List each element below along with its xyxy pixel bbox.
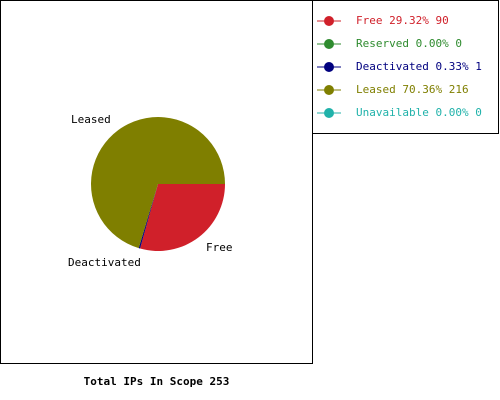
- pie-slice-free: [140, 184, 225, 251]
- pie-plot-area: Free Deactivated Leased: [0, 0, 313, 364]
- chart-legend: Free 29.32% 90 Reserved 0.00% 0 Deactivate…: [312, 0, 499, 134]
- legend-marker-icon: [317, 16, 341, 26]
- legend-label: Leased 70.36% 216: [356, 83, 469, 96]
- legend-item-unavailable: Unavailable 0.00% 0: [313, 103, 498, 123]
- chart-title: Total IPs In Scope 253: [83, 375, 230, 388]
- pie-label-free: Free: [206, 241, 233, 254]
- pie-label-deactivated: Deactivated: [68, 256, 141, 269]
- pie-chart: Free Deactivated Leased: [68, 113, 233, 269]
- legend-label: Deactivated 0.33% 1: [356, 60, 482, 73]
- legend-label: Unavailable 0.00% 0: [356, 106, 482, 119]
- legend-marker-icon: [317, 85, 341, 95]
- pie-label-leased: Leased: [71, 113, 111, 126]
- legend-item-leased: Leased 70.36% 216: [313, 80, 498, 100]
- legend-marker-icon: [317, 62, 341, 72]
- legend-item-deactivated: Deactivated 0.33% 1: [313, 57, 498, 77]
- legend-marker-icon: [317, 39, 341, 49]
- legend-label: Reserved 0.00% 0: [356, 37, 462, 50]
- pie-slice-leased: [90, 116, 225, 249]
- legend-marker-icon: [317, 108, 341, 118]
- legend-item-reserved: Reserved 0.00% 0: [313, 34, 498, 54]
- legend-label: Free 29.32% 90: [356, 14, 449, 27]
- legend-item-free: Free 29.32% 90: [313, 11, 498, 31]
- pie-slice-deactivated: [138, 184, 158, 249]
